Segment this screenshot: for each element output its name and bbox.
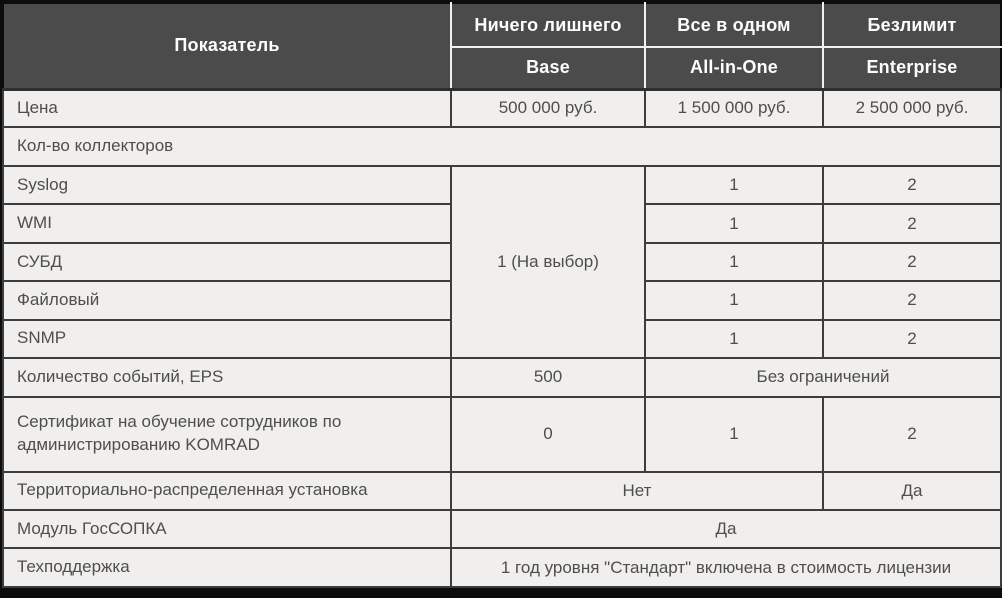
certificate-label: Сертификат на обучение сотрудников по ад… — [2, 395, 452, 473]
support-all-plans-cell: 1 год уровня "Стандарт" включена в стоим… — [450, 547, 1002, 588]
row-distributed-install: Территориально-распределенная установка … — [2, 470, 1002, 511]
collector-label: СУБД — [2, 241, 452, 283]
collector-allinone: 1 — [644, 203, 824, 244]
collectors-section-label: Кол-во коллекторов — [2, 126, 1002, 167]
header-taglines-row: Показатель Ничего лишнего Все в одном Бе… — [2, 2, 1002, 91]
table-header: Показатель Ничего лишнего Все в одном Бе… — [2, 2, 1002, 91]
row-collector-syslog: Syslog 1 (На выбор) 1 2 — [2, 164, 1002, 360]
row-gossopka: Модуль ГосСОПКА Да — [2, 508, 1002, 550]
support-label: Техподдержка — [2, 547, 452, 588]
certificate-base: 0 — [450, 395, 646, 473]
collector-label: SNMP — [2, 318, 452, 360]
plan-name-allinone: All-in-One — [644, 46, 824, 91]
collector-enterprise: 2 — [822, 318, 1002, 360]
row-support: Техподдержка 1 год уровня "Стандарт" вкл… — [2, 547, 1002, 588]
plan-name-enterprise: Enterprise — [822, 46, 1002, 91]
plan-tagline-enterprise: Безлимит — [822, 2, 1002, 48]
collector-enterprise: 2 — [822, 203, 1002, 244]
gossopka-all-plans-cell: Да — [450, 508, 1002, 550]
row-collector-wmi: WMI 1 2 — [2, 203, 1002, 244]
collector-label: Файловый — [2, 280, 452, 321]
distributed-no-merged-cell: Нет — [450, 470, 824, 511]
collector-allinone: 1 — [644, 280, 824, 321]
row-collectors-section: Кол-во коллекторов — [2, 126, 1002, 167]
row-certificate: Сертификат на обучение сотрудников по ад… — [2, 395, 1002, 473]
collector-allinone: 1 — [644, 241, 824, 283]
header-names-row: Base All-in-One Enterprise — [3, 46, 1002, 91]
row-collector-dbms: СУБД 1 2 — [2, 241, 1002, 283]
collector-enterprise: 2 — [822, 280, 1002, 321]
price-label: Цена — [2, 87, 452, 129]
certificate-enterprise: 2 — [822, 395, 1002, 473]
column-header-metric: Показатель — [2, 2, 452, 91]
row-eps: Количество событий, EPS 500 Без ограниче… — [2, 357, 1002, 398]
price-base: 500 000 руб. — [450, 87, 646, 129]
row-collector-file: Файловый 1 2 — [2, 280, 1002, 321]
plan-tagline-base: Ничего лишнего — [450, 2, 646, 48]
certificate-allinone: 1 — [644, 395, 824, 473]
gossopka-label: Модуль ГосСОПКА — [2, 508, 452, 550]
distributed-enterprise: Да — [822, 470, 1002, 511]
collector-label: Syslog — [2, 164, 452, 206]
price-allinone: 1 500 000 руб. — [644, 87, 824, 129]
price-enterprise: 2 500 000 руб. — [822, 87, 1002, 129]
distributed-label: Территориально-распределенная установка — [2, 470, 452, 511]
row-price: Цена 500 000 руб. 1 500 000 руб. 2 500 0… — [2, 87, 1002, 129]
eps-label: Количество событий, EPS — [2, 357, 452, 398]
pricing-table: Показатель Ничего лишнего Все в одном Бе… — [2, 2, 1002, 588]
collector-allinone: 1 — [644, 318, 824, 360]
eps-unlimited-merged-cell: Без ограничений — [644, 357, 1002, 398]
row-collector-snmp: SNMP 1 2 — [2, 318, 1002, 360]
eps-base: 500 — [450, 357, 646, 398]
plan-tagline-allinone: Все в одном — [644, 2, 824, 48]
collector-label: WMI — [2, 203, 452, 244]
collectors-base-merged-cell: 1 (На выбор) — [450, 164, 646, 360]
collector-enterprise: 2 — [822, 164, 1002, 206]
collector-enterprise: 2 — [822, 241, 1002, 283]
plan-name-base: Base — [450, 46, 646, 91]
collector-allinone: 1 — [644, 164, 824, 206]
